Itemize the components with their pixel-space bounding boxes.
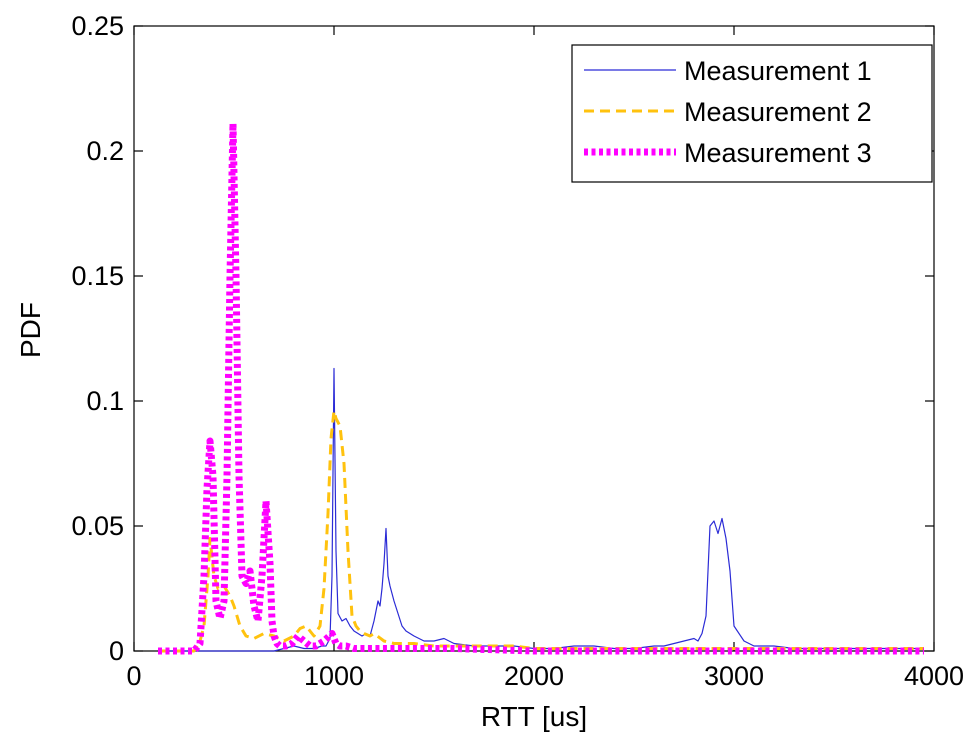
y-tick-label: 0	[109, 636, 124, 666]
y-axis-label: PDF	[15, 302, 46, 358]
x-tick-label: 2000	[504, 661, 564, 691]
x-tick-label: 0	[126, 661, 141, 691]
y-tick-label: 0.25	[71, 11, 124, 41]
y-tick-label: 0.15	[71, 261, 124, 291]
legend-label: Measurement 2	[684, 97, 872, 127]
x-tick-label: 4000	[904, 661, 964, 691]
series-2	[158, 409, 924, 653]
x-axis-label: RTT [us]	[481, 701, 587, 732]
series-3	[158, 120, 924, 655]
legend-label: Measurement 1	[684, 56, 872, 86]
y-tick-label: 0.05	[71, 511, 124, 541]
y-tick-label: 0.1	[86, 386, 124, 416]
legend-box	[571, 44, 933, 183]
y-tick-label: 0.2	[86, 136, 124, 166]
series-line-1	[158, 367, 924, 652]
legend-label: Measurement 3	[684, 138, 872, 168]
axis-ticks: 0 1000 2000 3000 4000 0 0.05 0.1 0.15 0.2 0.25	[71, 11, 964, 691]
series-line-2	[158, 409, 924, 653]
legend: Measurement 1 Measurement 2 Measurement 3	[571, 44, 933, 183]
x-tick-label: 3000	[704, 661, 764, 691]
series-1	[158, 367, 924, 652]
series-layer	[158, 120, 924, 655]
x-tick-label: 1000	[304, 661, 364, 691]
series-line-3	[158, 120, 924, 655]
